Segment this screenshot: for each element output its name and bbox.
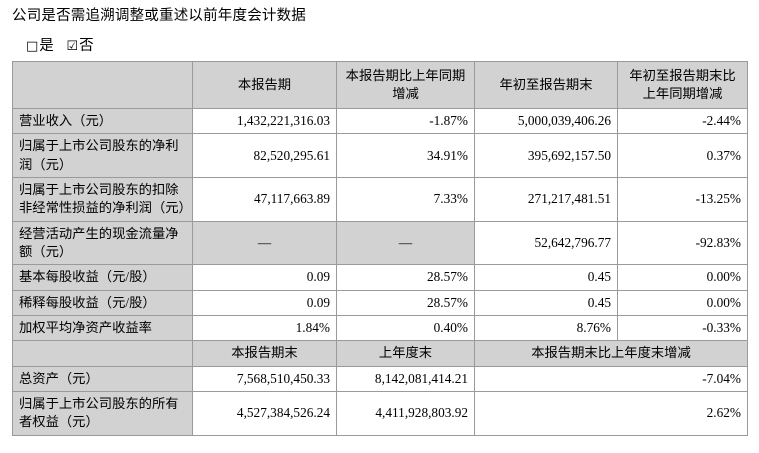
cell-total-assets-period-end: 7,568,510,450.33 (192, 365, 337, 393)
header-corner-cell-secondary (12, 340, 193, 367)
cell-equity-prior-year-end: 4,411,928,803.92 (336, 391, 475, 436)
checkbox-checked-icon[interactable]: ☑ (66, 38, 79, 54)
choice-yes-label: 是 (39, 37, 54, 54)
cell-basic-eps-current: 0.09 (192, 264, 337, 291)
cell-weighted-roe-current-yoy: 0.40% (336, 315, 475, 342)
table-row: 经营活动产生的现金流量净额（元） — — 52,642,796.77 -92.8… (12, 220, 748, 266)
row-label-weighted-roe: 加权平均净资产收益率 (12, 315, 193, 342)
table-header-row-secondary: 本报告期末 上年度末 本报告期末比上年度末增减 (12, 340, 748, 367)
cell-diluted-eps-current: 0.09 (192, 289, 337, 317)
cell-cash-flow-ytd: 52,642,796.77 (474, 220, 618, 266)
cell-cash-flow-current-yoy: — (336, 220, 475, 266)
row-label-net-profit: 归属于上市公司股东的净利润（元） (12, 133, 193, 179)
cell-basic-eps-ytd-yoy: 0.00% (617, 264, 748, 291)
retrospective-choice-row: □是 ☑否 (0, 24, 759, 54)
cell-diluted-eps-current-yoy: 28.57% (336, 289, 475, 317)
cell-basic-eps-current-yoy: 28.57% (336, 264, 475, 291)
page-question: 公司是否需追溯调整或重述以前年度会计数据 (12, 8, 306, 24)
cell-diluted-eps-ytd: 0.45 (474, 289, 618, 317)
row-label-total-assets: 总资产（元） (12, 365, 193, 393)
row-label-net-profit-excl-nonrecurring: 归属于上市公司股东的扣除非经常性损益的净利润（元） (12, 177, 193, 222)
choice-no[interactable]: ☑否 (66, 37, 94, 54)
cell-basic-eps-ytd: 0.45 (474, 264, 618, 291)
header-current-period-yoy: 本报告期比上年同期增减 (336, 61, 475, 109)
cell-net-profit-ytd-yoy: 0.37% (617, 133, 748, 179)
cell-revenue-ytd: 5,000,039,406.26 (474, 107, 618, 135)
table-row: 归属于上市公司股东的净利润（元） 82,520,295.61 34.91% 39… (12, 133, 748, 179)
header-prior-year-end: 上年度末 (336, 340, 475, 367)
header-corner-cell (12, 61, 193, 109)
table-header-row-primary: 本报告期 本报告期比上年同期增减 年初至报告期末 年初至报告期末比上年同期增减 (12, 61, 748, 109)
cell-equity-period-end: 4,527,384,526.24 (192, 391, 337, 436)
cell-equity-change: 2.62% (474, 391, 748, 436)
cell-revenue-current: 1,432,221,316.03 (192, 107, 337, 135)
header-period-end: 本报告期末 (192, 340, 337, 367)
choice-yes[interactable]: □是 (26, 37, 54, 54)
cell-net-profit-ytd: 395,692,157.50 (474, 133, 618, 179)
table-row: 归属于上市公司股东的所有者权益（元） 4,527,384,526.24 4,41… (12, 391, 748, 436)
cell-total-assets-change: -7.04% (474, 365, 748, 393)
choice-no-label: 否 (79, 37, 94, 54)
cell-total-assets-prior-year-end: 8,142,081,414.21 (336, 365, 475, 393)
cell-diluted-eps-ytd-yoy: 0.00% (617, 289, 748, 317)
header-ytd-period-end: 年初至报告期末 (474, 61, 618, 109)
cell-net-profit-excl-current-yoy: 7.33% (336, 177, 475, 222)
table-row: 营业收入（元） 1,432,221,316.03 -1.87% 5,000,03… (12, 107, 748, 135)
cell-net-profit-excl-ytd-yoy: -13.25% (617, 177, 748, 222)
cell-revenue-ytd-yoy: -2.44% (617, 107, 748, 135)
table-row: 基本每股收益（元/股） 0.09 28.57% 0.45 0.00% (12, 264, 748, 291)
row-label-operating-cash-flow: 经营活动产生的现金流量净额（元） (12, 220, 193, 266)
cell-net-profit-excl-current: 47,117,663.89 (192, 177, 337, 222)
header-current-period: 本报告期 (192, 61, 337, 109)
cell-revenue-current-yoy: -1.87% (336, 107, 475, 135)
header-period-end-vs-prior-year-end: 本报告期末比上年度末增减 (474, 340, 748, 367)
cell-weighted-roe-ytd-yoy: -0.33% (617, 315, 748, 342)
row-label-equity-attributable: 归属于上市公司股东的所有者权益（元） (12, 391, 193, 436)
header-ytd-yoy: 年初至报告期末比上年同期增减 (617, 61, 748, 109)
checkbox-unchecked-icon[interactable]: □ (26, 38, 39, 54)
row-label-revenue: 营业收入（元） (12, 107, 193, 135)
cell-net-profit-current: 82,520,295.61 (192, 133, 337, 179)
cell-net-profit-excl-ytd: 271,217,481.51 (474, 177, 618, 222)
table-row: 归属于上市公司股东的扣除非经常性损益的净利润（元） 47,117,663.89 … (12, 177, 748, 222)
cell-cash-flow-ytd-yoy: -92.83% (617, 220, 748, 266)
cell-net-profit-current-yoy: 34.91% (336, 133, 475, 179)
row-label-basic-eps: 基本每股收益（元/股） (12, 264, 193, 291)
table-row: 加权平均净资产收益率 1.84% 0.40% 8.76% -0.33% (12, 315, 748, 342)
table-row: 稀释每股收益（元/股） 0.09 28.57% 0.45 0.00% (12, 289, 748, 317)
cell-cash-flow-current: — (192, 220, 337, 266)
cell-weighted-roe-ytd: 8.76% (474, 315, 618, 342)
financial-indicators-table: 本报告期 本报告期比上年同期增减 年初至报告期末 年初至报告期末比上年同期增减 … (12, 61, 748, 436)
table-row: 总资产（元） 7,568,510,450.33 8,142,081,414.21… (12, 365, 748, 393)
cell-weighted-roe-current: 1.84% (192, 315, 337, 342)
row-label-diluted-eps: 稀释每股收益（元/股） (12, 289, 193, 317)
